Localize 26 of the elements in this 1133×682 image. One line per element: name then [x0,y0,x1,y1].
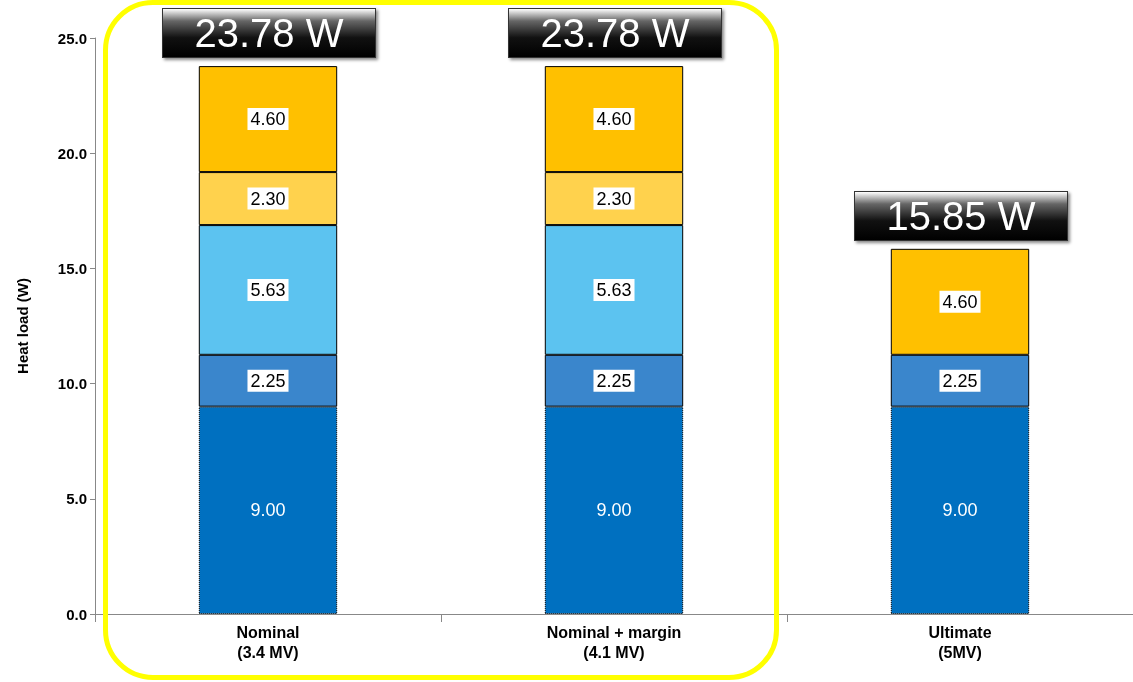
y-tick-label: 10.0 [57,375,87,393]
data-label: 2.30 [596,188,632,209]
x-tick-label: Nominal + margin (4.1 MV) [546,623,682,661]
total-label: 23.78 W [508,8,722,59]
total-label: 23.78 W [162,8,376,59]
data-label: 5.63 [250,279,286,300]
y-tick-label: 20.0 [57,144,87,162]
data-label: 5.63 [596,279,632,300]
y-tick-label: 5.0 [66,490,87,508]
total-label: 15.85 W [854,190,1068,241]
y-tick-label: 0.0 [66,605,87,623]
x-tick-label: Nominal (3.4 MV) [236,623,300,661]
data-label: 2.25 [942,370,978,391]
x-tick-label: Ultimate (5MV) [928,623,992,661]
data-label: 2.25 [250,370,286,391]
data-label: 4.60 [942,291,978,312]
data-label: 2.25 [596,370,632,391]
data-label: 4.60 [596,109,632,130]
y-axis-title: Heat load (W) [14,278,31,374]
data-label: 4.60 [250,109,286,130]
data-label: 2.30 [250,188,286,209]
y-tick-label: 25.0 [57,29,87,47]
y-tick-label: 15.0 [57,259,87,277]
data-label: 9.00 [250,500,286,521]
data-label: 9.00 [942,500,978,521]
data-label: 9.00 [596,500,632,521]
